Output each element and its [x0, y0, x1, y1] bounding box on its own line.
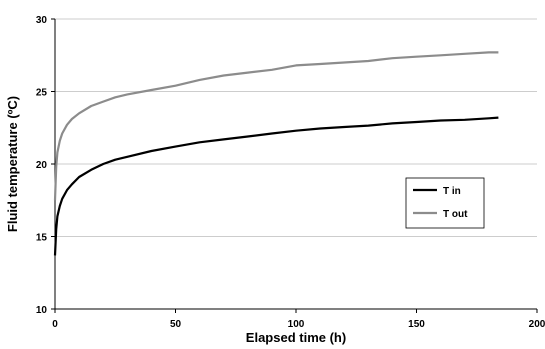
x-tick-label: 50 — [170, 319, 182, 330]
y-grid-lines — [55, 18, 537, 237]
series-line-t-in — [53, 116, 499, 256]
x-tick-label: 0 — [52, 319, 58, 330]
y-tick-label: 25 — [36, 88, 48, 99]
x-axis-ticks: 0 50 100 150 200 — [52, 309, 545, 330]
series-line-t-out — [53, 51, 499, 201]
y-tick-label: 10 — [36, 305, 48, 316]
series-lines — [53, 51, 499, 256]
legend-label-t-in: T in — [443, 186, 461, 197]
y-tick-label: 20 — [36, 160, 48, 171]
y-axis-title: Fluid temperature (ºC) — [5, 96, 20, 232]
y-tick-label: 30 — [36, 15, 48, 26]
y-tick-label: 15 — [36, 233, 48, 244]
y-axis-ticks: 10 15 20 25 30 — [36, 15, 55, 316]
x-tick-label: 150 — [408, 319, 425, 330]
legend-label-t-out: T out — [443, 209, 468, 220]
x-tick-label: 100 — [288, 319, 305, 330]
legend-box — [405, 177, 485, 229]
x-axis-title: Elapsed time (h) — [246, 330, 346, 345]
legend: T in T out — [405, 177, 485, 229]
x-tick-label: 200 — [529, 319, 545, 330]
